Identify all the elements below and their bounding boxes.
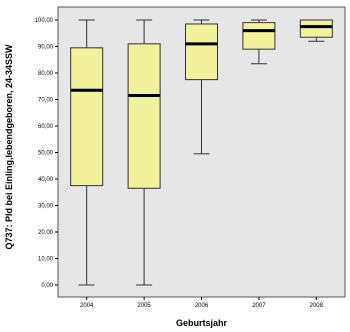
box-2006 — [185, 19, 218, 155]
x-tick-label: 2005 — [137, 303, 151, 309]
x-axis-title: Geburtsjahr — [176, 318, 228, 328]
boxes — [70, 19, 333, 286]
box-iqr — [242, 22, 276, 50]
x-tick-label: 2004 — [80, 303, 94, 309]
y-axis: 0,00 10,00 20,00 30,00 40,00 50,00 60,00 70,00 8… — [35, 18, 58, 289]
box-2005 — [127, 19, 161, 286]
x-tick-label: 2007 — [252, 303, 266, 309]
box-2007 — [242, 19, 276, 65]
x-axis: 2004 2005 2006 2007 2008 — [80, 297, 324, 309]
y-tick-label: 20,00 — [38, 230, 54, 236]
box-iqr — [70, 47, 104, 187]
y-tick-label: 40,00 — [38, 177, 54, 183]
y-axis-title: Q737: Pld bei Einling,lebendgeboren, 24-… — [4, 44, 14, 250]
x-tick-label: 2008 — [310, 303, 324, 309]
y-tick-label: 90,00 — [38, 45, 54, 51]
y-tick-label: 100,00 — [35, 18, 54, 24]
y-tick-label: 60,00 — [38, 124, 54, 130]
box-2004 — [70, 19, 104, 286]
box-iqr — [299, 19, 333, 38]
box-iqr — [127, 43, 161, 189]
y-tick-label: 70,00 — [38, 98, 54, 104]
y-tick-label: 10,00 — [38, 257, 54, 263]
box-iqr — [185, 23, 218, 81]
y-tick-label: 30,00 — [38, 204, 54, 210]
box-2008 — [299, 19, 333, 42]
x-tick-label: 2006 — [195, 303, 209, 309]
y-tick-label: 0,00 — [41, 283, 53, 289]
y-tick-label: 80,00 — [38, 71, 54, 77]
y-tick-label: 50,00 — [38, 151, 54, 157]
